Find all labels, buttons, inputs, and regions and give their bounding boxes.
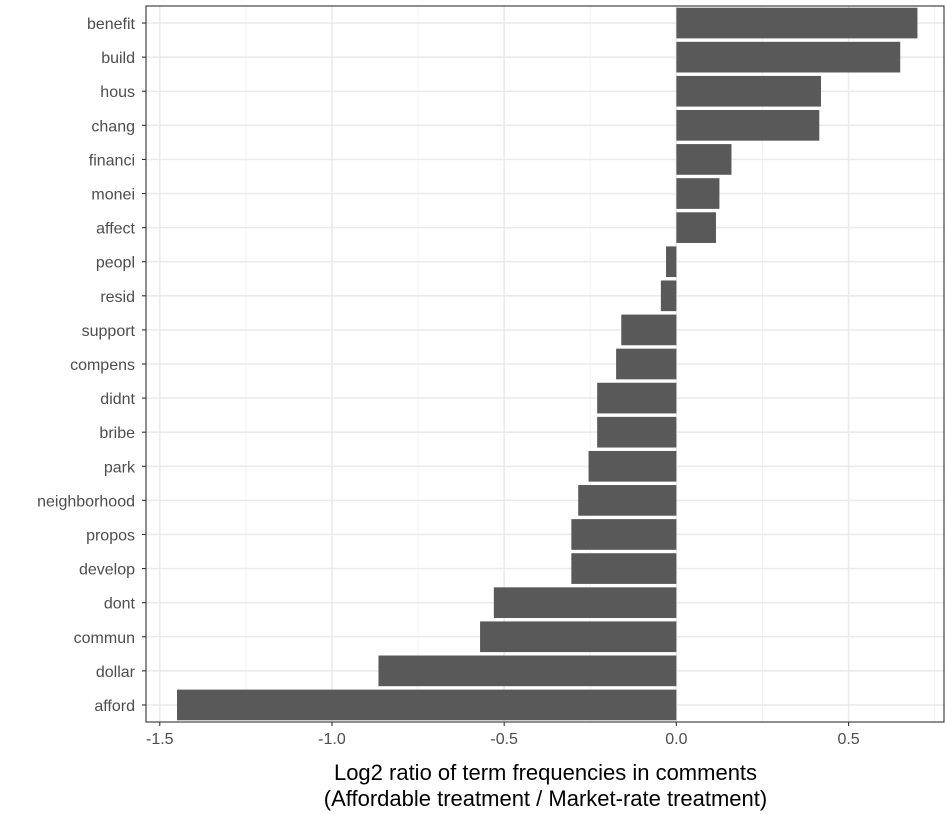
y-axis: benefit build hous chang financi monei affect p… — [37, 16, 146, 715]
bar-benefit — [676, 7, 918, 39]
bar-support — [621, 314, 677, 346]
y-tick-label: bribe — [99, 425, 135, 442]
bar-propos — [571, 519, 677, 550]
y-tick-label: commun — [74, 630, 135, 647]
bar-dont — [493, 587, 677, 619]
x-axis-title-line-1: Log2 ratio of term frequencies in commen… — [334, 760, 757, 785]
y-tick-label: chang — [91, 118, 135, 135]
y-tick-label: financi — [89, 152, 135, 169]
y-tick-label: dont — [104, 596, 136, 613]
bar-dollar — [378, 655, 677, 687]
x-tick-label: -1.5 — [146, 731, 174, 748]
bar-chang — [676, 109, 820, 141]
bar-affect — [676, 212, 716, 243]
bar-compens — [616, 348, 677, 380]
y-tick-label: neighborhood — [37, 493, 135, 510]
y-tick-label: resid — [100, 289, 135, 306]
bar-financi — [676, 144, 732, 175]
y-tick-label: affect — [96, 221, 135, 238]
bar-commun — [480, 621, 677, 653]
y-tick-label: park — [104, 459, 136, 476]
bar-peopl — [666, 246, 677, 278]
bar-didnt — [597, 382, 677, 414]
bar-neighborhood — [578, 485, 677, 516]
y-tick-label: dollar — [96, 664, 136, 681]
y-tick-label: propos — [86, 527, 135, 544]
y-tick-label: build — [101, 50, 135, 67]
y-tick-label: didnt — [100, 391, 135, 408]
x-tick-label: -0.5 — [490, 731, 518, 748]
y-tick-label: afford — [94, 698, 135, 715]
y-tick-label: compens — [70, 357, 135, 374]
bar-park — [588, 450, 677, 482]
bar-monei — [676, 178, 720, 209]
bar-build — [676, 41, 901, 73]
y-tick-label: benefit — [87, 16, 136, 33]
y-tick-label: hous — [100, 84, 135, 101]
bar-hous — [676, 75, 822, 107]
y-tick-label: peopl — [96, 255, 135, 272]
y-tick-label: develop — [79, 562, 135, 579]
y-tick-label: monei — [91, 187, 135, 204]
y-tick-label: support — [82, 323, 136, 340]
bar-develop — [571, 553, 677, 584]
bar-bribe — [597, 416, 677, 448]
x-tick-label: 0.0 — [665, 731, 687, 748]
bar-resid — [660, 280, 677, 312]
bars — [176, 7, 918, 721]
x-axis-title-line-2: (Affordable treatment / Market-rate trea… — [324, 786, 767, 811]
x-axis: -1.5 -1.0 -0.5 0.0 0.5 — [146, 722, 860, 748]
bar-afford — [176, 689, 677, 721]
x-tick-label: -1.0 — [318, 731, 346, 748]
x-tick-label: 0.5 — [837, 731, 859, 748]
